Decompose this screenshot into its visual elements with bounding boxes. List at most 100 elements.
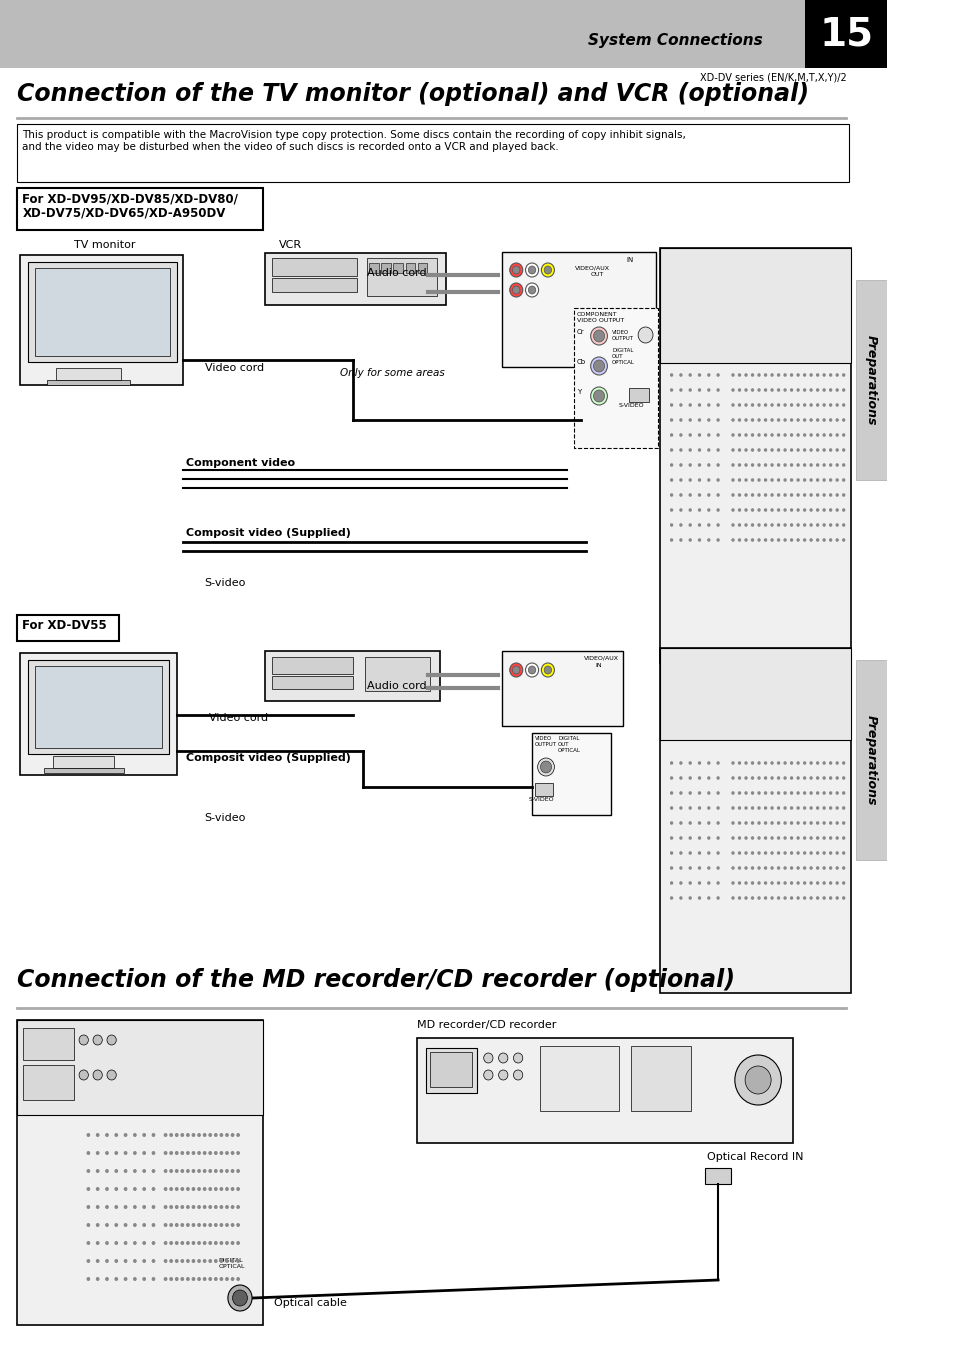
Circle shape	[776, 896, 780, 900]
Circle shape	[219, 1259, 223, 1263]
Circle shape	[750, 463, 754, 467]
Bar	[17, 188, 263, 230]
Circle shape	[688, 523, 691, 527]
Circle shape	[716, 478, 719, 482]
Circle shape	[716, 851, 719, 855]
Circle shape	[87, 1188, 91, 1192]
Circle shape	[197, 1277, 201, 1281]
Circle shape	[789, 807, 793, 809]
Circle shape	[763, 508, 766, 512]
Circle shape	[731, 821, 734, 825]
Circle shape	[737, 851, 740, 855]
Circle shape	[808, 821, 812, 825]
Bar	[53, 757, 114, 767]
Circle shape	[236, 1259, 240, 1263]
Circle shape	[782, 508, 786, 512]
Bar	[381, 263, 391, 273]
Text: System Connections: System Connections	[587, 32, 762, 49]
Circle shape	[208, 1188, 212, 1192]
Circle shape	[757, 388, 760, 392]
Circle shape	[750, 523, 754, 527]
Circle shape	[164, 1188, 168, 1192]
Circle shape	[757, 373, 760, 377]
Circle shape	[142, 1242, 146, 1246]
Circle shape	[124, 1259, 128, 1263]
Circle shape	[180, 1133, 184, 1138]
Bar	[532, 734, 611, 815]
Circle shape	[483, 1052, 493, 1063]
Circle shape	[114, 1259, 118, 1263]
Circle shape	[835, 851, 838, 855]
Text: IN: IN	[595, 663, 601, 667]
Circle shape	[539, 761, 551, 773]
Circle shape	[225, 1133, 229, 1138]
Circle shape	[802, 881, 805, 885]
Bar	[630, 1046, 690, 1111]
Circle shape	[743, 881, 747, 885]
Circle shape	[228, 1285, 252, 1310]
Circle shape	[835, 508, 838, 512]
Circle shape	[679, 434, 681, 436]
Circle shape	[174, 1151, 178, 1155]
Text: DIGITAL
OUT
OPTICAL: DIGITAL OUT OPTICAL	[612, 349, 635, 365]
Circle shape	[763, 777, 766, 780]
Circle shape	[835, 419, 838, 422]
Circle shape	[79, 1070, 89, 1079]
Circle shape	[789, 523, 793, 527]
Circle shape	[782, 792, 786, 794]
Circle shape	[716, 403, 719, 407]
Circle shape	[750, 508, 754, 512]
Circle shape	[815, 419, 819, 422]
Circle shape	[593, 390, 604, 403]
Circle shape	[815, 881, 819, 885]
Text: Cb: Cb	[577, 359, 585, 365]
Bar	[659, 249, 850, 363]
Circle shape	[669, 478, 673, 482]
Circle shape	[706, 493, 710, 497]
Circle shape	[828, 836, 831, 840]
Circle shape	[821, 851, 825, 855]
Circle shape	[679, 896, 681, 900]
Circle shape	[706, 523, 710, 527]
Circle shape	[789, 434, 793, 436]
Circle shape	[192, 1169, 195, 1173]
Circle shape	[808, 463, 812, 467]
Circle shape	[114, 1205, 118, 1209]
Circle shape	[219, 1205, 223, 1209]
Circle shape	[734, 1055, 781, 1105]
Circle shape	[132, 1205, 136, 1209]
Circle shape	[225, 1259, 229, 1263]
Circle shape	[750, 761, 754, 765]
Circle shape	[716, 538, 719, 542]
Circle shape	[208, 1242, 212, 1246]
Circle shape	[669, 388, 673, 392]
Bar	[628, 388, 649, 403]
Circle shape	[808, 807, 812, 809]
Circle shape	[142, 1133, 146, 1138]
Circle shape	[821, 449, 825, 451]
Circle shape	[114, 1133, 118, 1138]
Circle shape	[164, 1169, 168, 1173]
Circle shape	[776, 373, 780, 377]
Circle shape	[132, 1169, 136, 1173]
Circle shape	[841, 403, 844, 407]
Circle shape	[197, 1242, 201, 1246]
Circle shape	[808, 792, 812, 794]
Circle shape	[750, 866, 754, 870]
Circle shape	[763, 449, 766, 451]
Circle shape	[770, 777, 773, 780]
Circle shape	[776, 866, 780, 870]
Circle shape	[540, 663, 554, 677]
Circle shape	[776, 538, 780, 542]
Bar	[23, 1028, 74, 1061]
Circle shape	[231, 1259, 234, 1263]
Circle shape	[841, 807, 844, 809]
Bar	[367, 258, 436, 296]
Circle shape	[757, 449, 760, 451]
Circle shape	[802, 449, 805, 451]
Circle shape	[225, 1151, 229, 1155]
Circle shape	[828, 881, 831, 885]
Circle shape	[731, 449, 734, 451]
Circle shape	[750, 419, 754, 422]
Circle shape	[169, 1205, 172, 1209]
